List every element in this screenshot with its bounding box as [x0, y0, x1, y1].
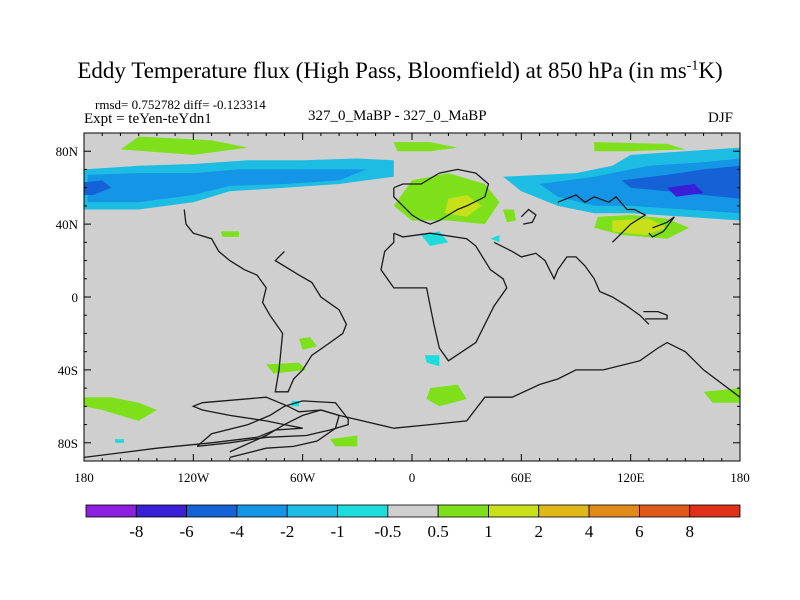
contour-region-8	[503, 209, 516, 223]
contour-region-12	[266, 362, 307, 374]
coastline-9	[520, 208, 537, 225]
colorbar-label-4: -1	[330, 522, 344, 541]
y-tick-label-0: 80N	[56, 144, 79, 159]
coastline-8	[643, 310, 668, 320]
contour-region-2	[84, 180, 112, 195]
x-tick-label-3: 0	[409, 470, 416, 485]
colorbar-box-7	[437, 504, 489, 518]
coastline-6	[493, 241, 650, 325]
contour-fill-layer	[84, 136, 740, 447]
contour-region-5	[594, 142, 686, 152]
x-tick-label-2: 60W	[290, 470, 316, 485]
contour-region-18	[621, 165, 740, 199]
colorbar: -8 -6 -4 -2 -1 -0.5 0.5 1 2 4 6 8	[85, 504, 741, 541]
contour-region-3	[120, 136, 248, 155]
colorbar-label-7: 1	[484, 522, 493, 541]
coastline-3	[183, 209, 348, 393]
chart-title-end: K)	[698, 58, 723, 83]
experiment-label: Expt = teYen-teYdn1	[84, 111, 212, 127]
colorbar-box-5	[337, 504, 389, 518]
y-tick-label-1: 40N	[56, 217, 79, 232]
colorbar-box-11	[638, 504, 691, 518]
contour-region-26	[115, 439, 125, 443]
colorbar-label-0: -8	[129, 522, 143, 541]
colorbar-box-8	[488, 504, 540, 518]
x-tick-label-6: 180	[730, 470, 750, 485]
chart-title-superscript: -1	[686, 58, 699, 74]
chart-title: Eddy Temperature flux (High Pass, Bloomf…	[0, 58, 800, 84]
contour-region-4	[393, 142, 458, 152]
colorbar-label-5: -0.5	[374, 522, 401, 541]
y-tick-label-2: 0	[72, 290, 79, 305]
colorbar-label-2: -4	[230, 522, 245, 541]
coastline-7	[557, 194, 647, 243]
coastline-4	[393, 168, 490, 225]
colorbar-label-11: 8	[685, 522, 694, 541]
x-axis: 180 120W 60W 0 60E 120E 180	[74, 133, 750, 485]
contour-region-15	[703, 388, 740, 403]
colorbar-box-4	[286, 504, 338, 518]
colorbar-label-6: 0.5	[428, 522, 449, 541]
colorbar-label-8: 2	[535, 522, 544, 541]
coastline-layer	[84, 168, 740, 459]
x-tick-label-4: 60E	[511, 470, 532, 485]
contour-region-24	[424, 355, 440, 367]
coastline-10	[648, 216, 675, 238]
colorbar-box-12	[689, 504, 741, 518]
x-tick-label-0: 180	[74, 470, 94, 485]
chart-title-main: Eddy Temperature flux (High Pass, Bloomf…	[77, 58, 687, 83]
stats-label: rmsd= 0.752782 diff= -0.123314	[95, 97, 266, 112]
contour-region-19	[667, 184, 704, 197]
contour-region-14	[330, 435, 358, 447]
season-label: DJF	[708, 110, 734, 126]
colorbar-box-9	[538, 504, 590, 518]
contour-region-23	[490, 235, 500, 243]
coastline-5	[380, 232, 508, 362]
difference-label: 327_0_MaBP - 327_0_MaBP	[308, 108, 487, 124]
y-tick-label-3: 40S	[58, 363, 78, 378]
contour-region-21	[612, 218, 668, 235]
contour-region-1	[87, 169, 367, 203]
contour-region-13	[426, 384, 467, 407]
contour-region-11	[299, 337, 318, 350]
colorbar-label-1: -6	[180, 522, 194, 541]
colorbar-box-3	[236, 504, 288, 518]
y-axis: 80N 40N 0 40S 80S	[56, 144, 740, 451]
colorbar-box-10	[588, 504, 640, 518]
colorbar-label-3: -2	[280, 522, 294, 541]
x-tick-label-5: 120E	[617, 470, 645, 485]
colorbar-box-6	[387, 504, 439, 518]
colorbar-box-2	[186, 504, 238, 518]
contour-region-10	[84, 397, 157, 421]
coastline-1	[196, 400, 349, 448]
y-tick-label-4: 80S	[58, 436, 78, 451]
colorbar-box-0	[85, 504, 137, 518]
colorbar-box-1	[135, 504, 188, 518]
x-tick-label-1: 120W	[177, 470, 210, 485]
coastline-2	[229, 409, 340, 459]
contour-region-9	[220, 231, 239, 237]
colorbar-label-9: 4	[585, 522, 594, 541]
colorbar-label-10: 6	[635, 522, 644, 541]
